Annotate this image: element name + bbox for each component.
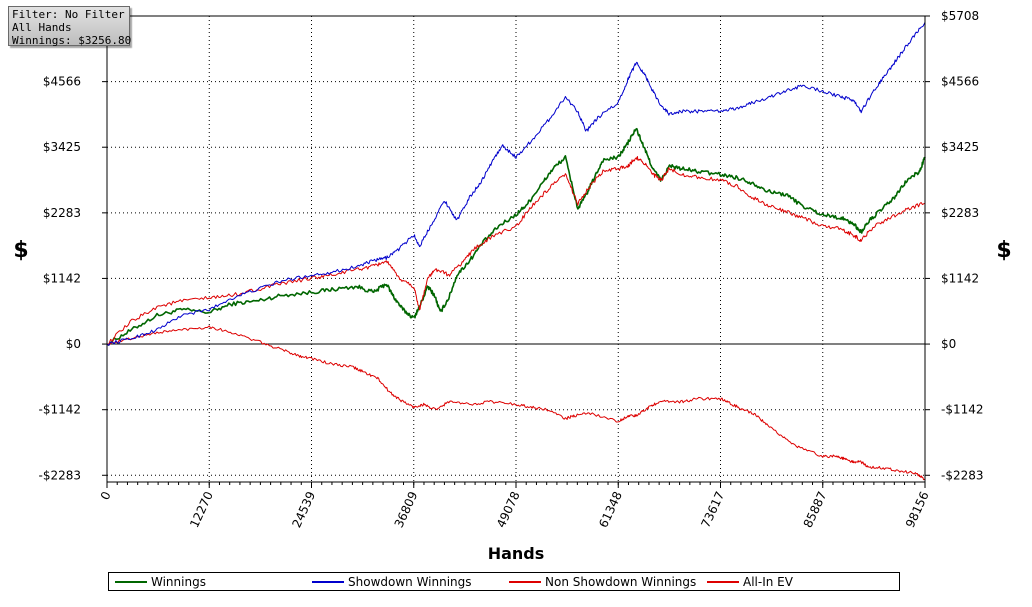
series-line-showdown-winnings bbox=[106, 21, 926, 346]
y-tick-label-left: -$2283 bbox=[38, 468, 81, 482]
legend-label-showdown-winnings: Showdown Winnings bbox=[348, 575, 472, 589]
winnings-total-label: Winnings: $3256.80 bbox=[12, 34, 132, 47]
legend-item-all-in-ev: All-In EV bbox=[707, 575, 793, 589]
legend-swatch-showdown-winnings bbox=[312, 581, 344, 583]
y-tick-label-right: $0 bbox=[941, 337, 956, 351]
y-tick-label-left: $2283 bbox=[43, 206, 81, 220]
filter-info-box: Filter: No Filter All Hands Winnings: $3… bbox=[8, 6, 132, 47]
axis-ticks: -$2283 -$1142 $0 $1142 $2283 $3425 $4566 $5708 -… bbox=[38, 9, 983, 530]
legend-item-non-showdown-winnings: Non Showdown Winnings bbox=[509, 575, 696, 589]
legend-swatch-non-showdown-winnings bbox=[509, 581, 541, 583]
y-tick-label-right: $1142 bbox=[941, 271, 979, 285]
y-tick-label-left: $3425 bbox=[43, 140, 81, 154]
legend: Winnings Showdown Winnings Non Showdown … bbox=[108, 572, 900, 591]
series-line-non-showdown-winnings bbox=[106, 325, 926, 481]
y-tick-label-left: $0 bbox=[66, 337, 81, 351]
y-tick-label-right: -$1142 bbox=[941, 403, 984, 417]
legend-label-non-showdown-winnings: Non Showdown Winnings bbox=[545, 575, 697, 589]
hands-filter-label: All Hands bbox=[12, 21, 72, 34]
series-line-winnings bbox=[106, 127, 926, 346]
y-tick-label-left: $1142 bbox=[43, 271, 81, 285]
legend-item-winnings: Winnings bbox=[115, 575, 206, 589]
y-tick-label-right: $3425 bbox=[941, 140, 979, 154]
legend-swatch-winnings bbox=[115, 581, 147, 583]
y-tick-label-right: $2283 bbox=[941, 206, 979, 220]
grid bbox=[107, 16, 925, 482]
legend-item-showdown-winnings: Showdown Winnings bbox=[312, 575, 472, 589]
y-tick-label-right: $4566 bbox=[941, 75, 979, 89]
legend-label-all-in-ev: All-In EV bbox=[743, 575, 793, 589]
y-tick-label-left: -$1142 bbox=[38, 403, 81, 417]
series-lines bbox=[106, 21, 926, 481]
legend-swatch-all-in-ev bbox=[707, 581, 739, 583]
y-axis-title-right: $ bbox=[996, 238, 1011, 263]
y-tick-label-right: -$2283 bbox=[941, 468, 984, 482]
y-tick-label-left: $4566 bbox=[43, 75, 81, 89]
y-axis-title-left: $ bbox=[13, 238, 28, 263]
series-line-all-in-ev bbox=[106, 156, 926, 345]
legend-label-winnings: Winnings bbox=[151, 575, 206, 589]
filter-label: Filter: No Filter bbox=[12, 8, 125, 21]
y-tick-label-right: $5708 bbox=[941, 9, 979, 23]
x-axis-title: Hands bbox=[488, 544, 545, 563]
